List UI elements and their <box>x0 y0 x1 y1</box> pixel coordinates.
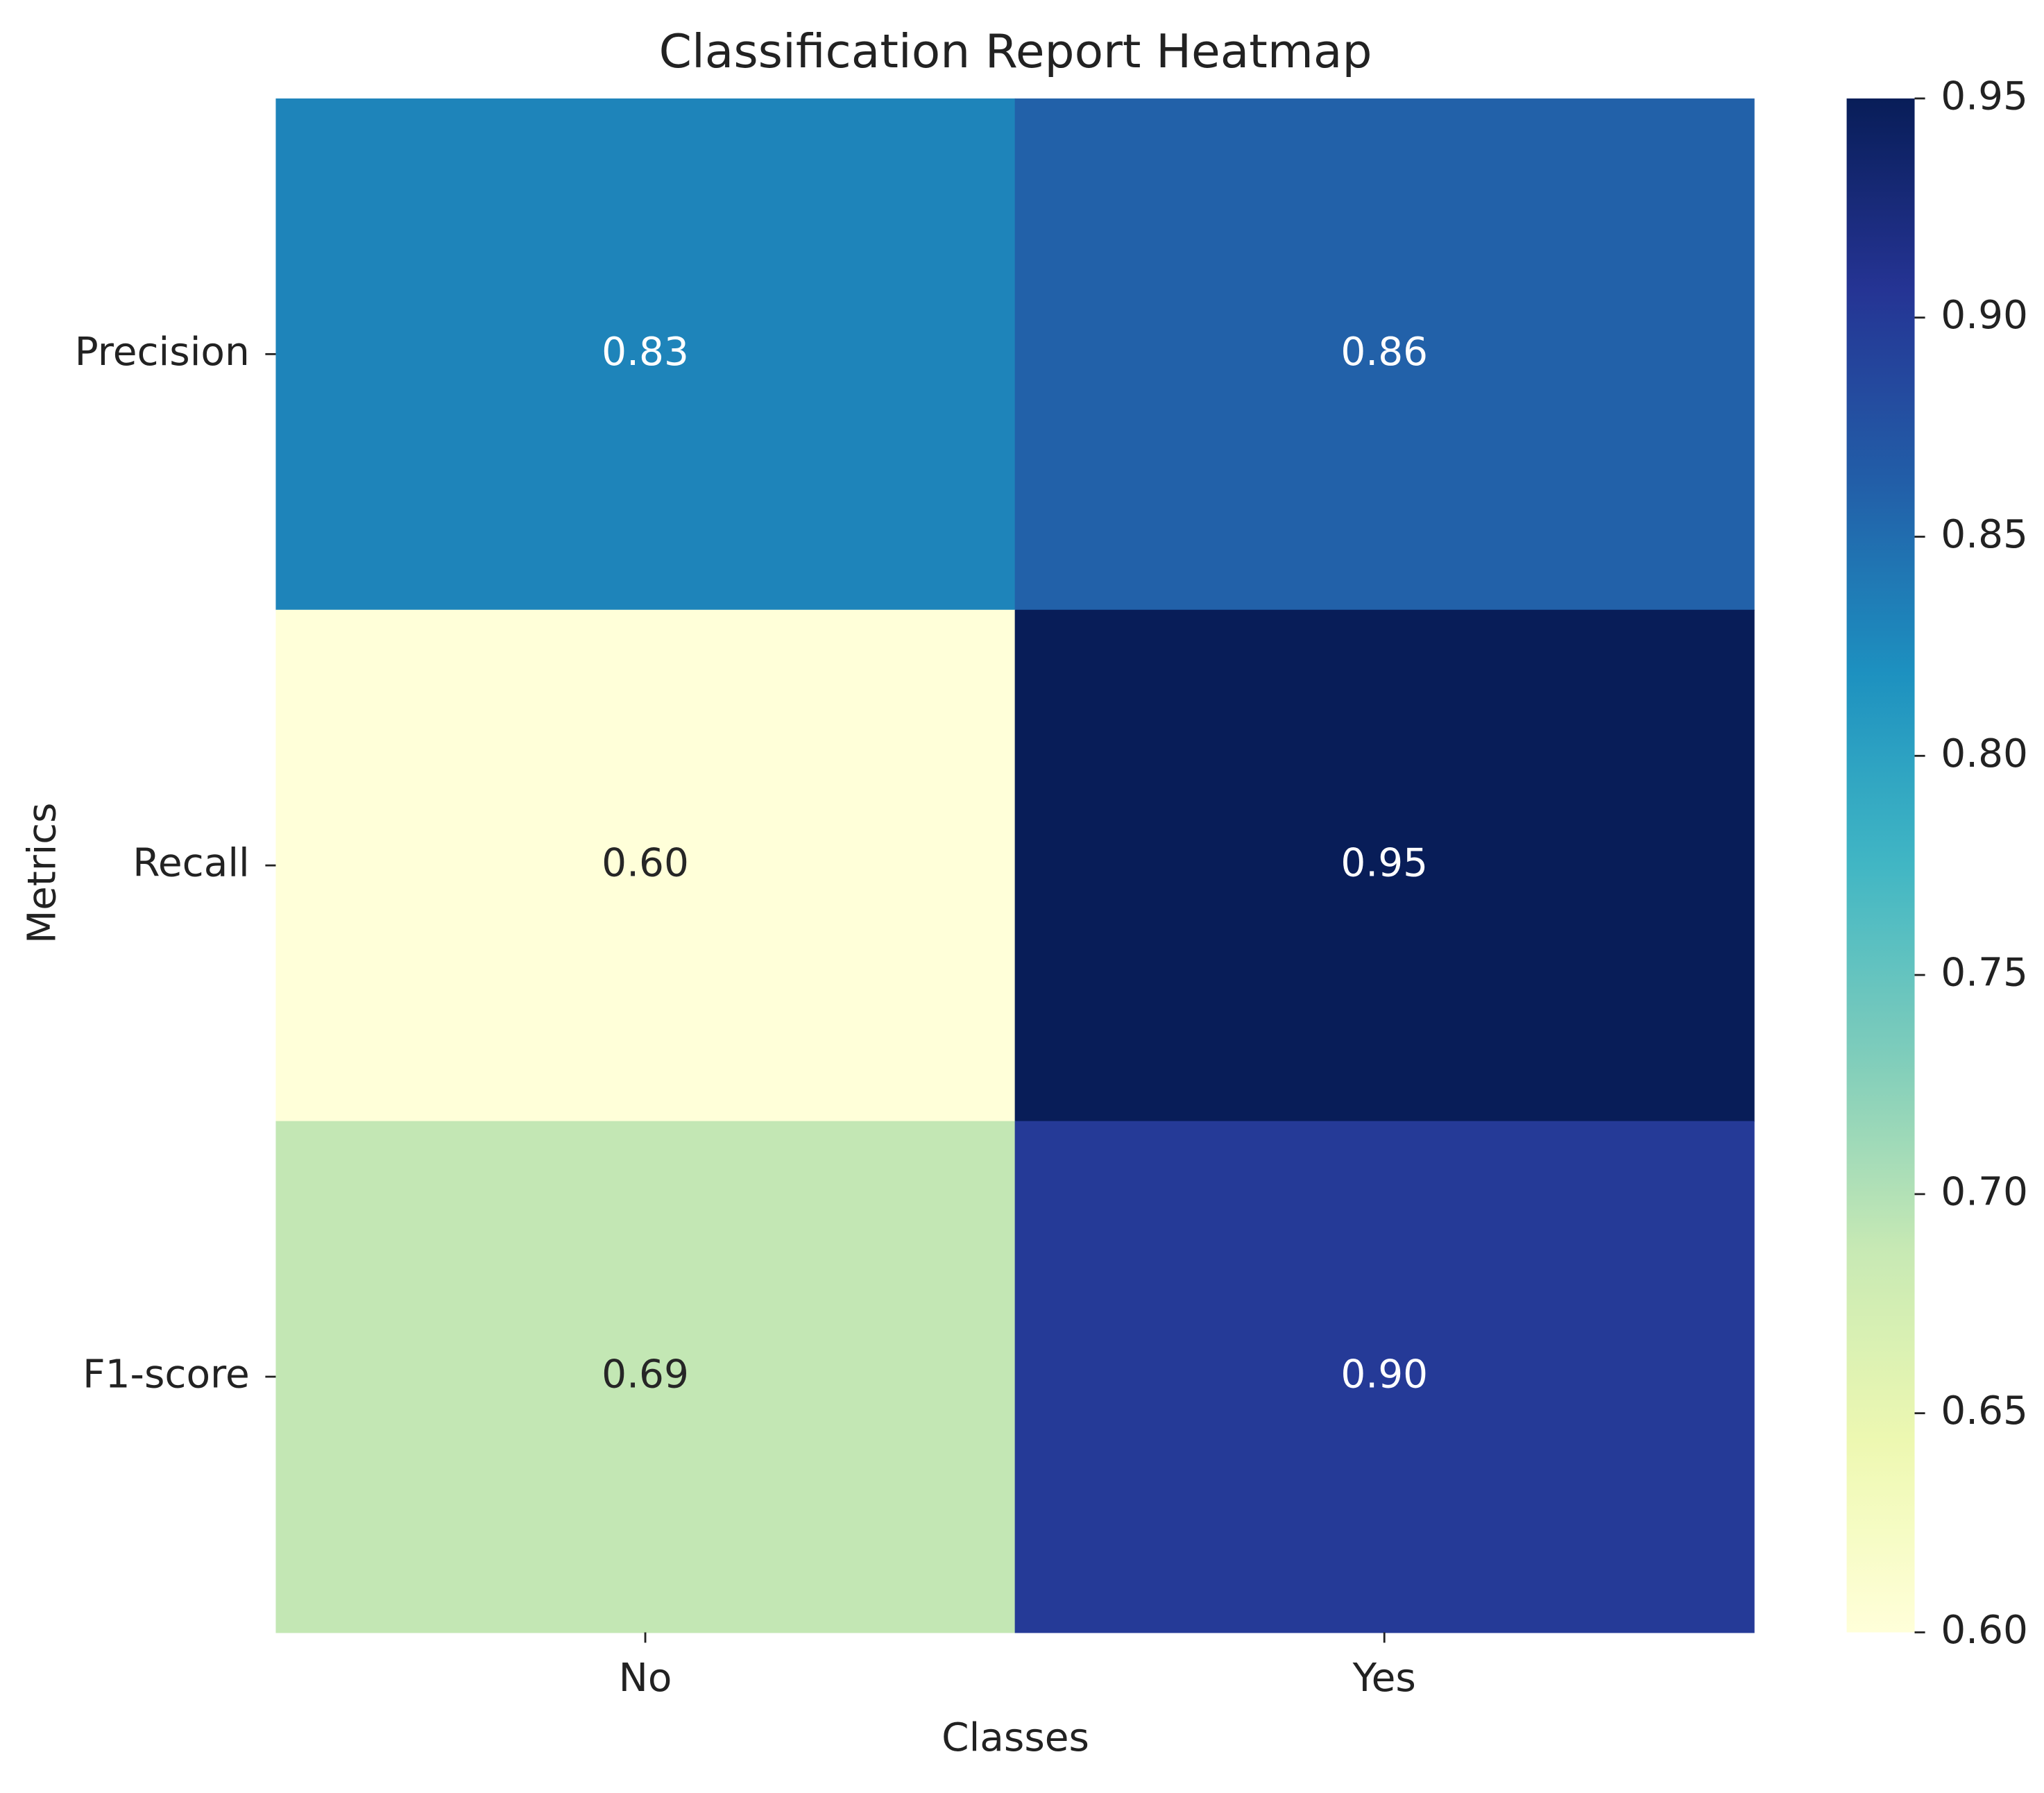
colorbar <box>1846 98 1915 1633</box>
colorbar-tick-label: 0.60 <box>1941 1608 2028 1653</box>
heatmap-cell <box>1014 609 1755 1122</box>
heatmap-cell <box>1014 98 1755 611</box>
y-tick-label: Precision <box>75 330 250 375</box>
heatmap-cell <box>275 1121 1016 1633</box>
x-tick-label: No <box>619 1656 672 1701</box>
cell-label: 0.69 <box>602 1352 689 1397</box>
y-tick-label: F1-score <box>83 1352 250 1397</box>
colorbar-tick-label: 0.65 <box>1941 1388 2028 1434</box>
heatmap-cell <box>1014 1121 1755 1633</box>
cell-label: 0.60 <box>602 841 689 886</box>
colorbar-tick-label: 0.95 <box>1941 74 2028 119</box>
heatmap-cell <box>275 609 1016 1122</box>
colorbar-tick-label: 0.90 <box>1941 293 2028 338</box>
cell-label: 0.86 <box>1340 330 1428 375</box>
colorbar-tick-label: 0.80 <box>1941 731 2028 776</box>
colorbar-tick-label: 0.85 <box>1941 512 2028 557</box>
heatmap-cell <box>275 98 1016 611</box>
cell-label: 0.95 <box>1340 841 1428 886</box>
x-axis-label: Classes <box>942 1715 1089 1760</box>
y-tick-label: Recall <box>133 841 250 886</box>
cell-label: 0.90 <box>1340 1352 1428 1397</box>
chart-title: Classification Report Heatmap <box>659 24 1372 78</box>
y-axis-label: Metrics <box>20 803 65 944</box>
colorbar-tick-label: 0.75 <box>1941 951 2028 996</box>
cell-label: 0.83 <box>602 330 689 375</box>
x-tick-label: Yes <box>1352 1656 1416 1701</box>
colorbar-tick-label: 0.70 <box>1941 1170 2028 1215</box>
